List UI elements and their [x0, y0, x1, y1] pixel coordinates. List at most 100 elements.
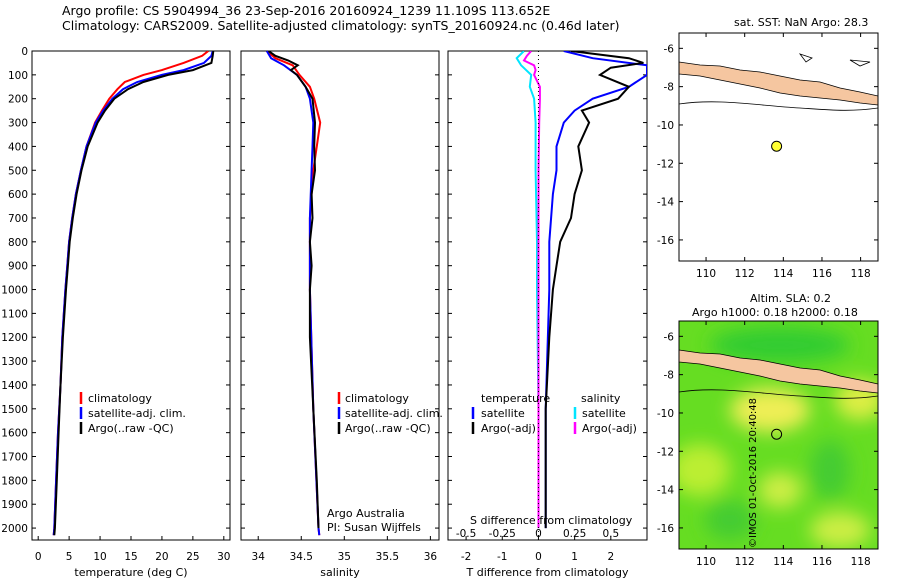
map-x-tick-label: 118 — [851, 556, 871, 568]
map-y-tick-label: -10 — [657, 408, 674, 420]
series-line — [265, 51, 321, 536]
y-tick-label: 900 — [8, 261, 28, 273]
x-tick-top-label: -0.5 — [456, 528, 477, 540]
map-x-tick-label: 116 — [812, 268, 832, 280]
x-axis-label: salinity — [320, 566, 360, 579]
series-line — [52, 51, 214, 536]
x-tick-label: -2 — [461, 551, 471, 563]
x-axis-label: temperature (deg C) — [74, 566, 187, 579]
legend-climatology: climatology — [88, 392, 152, 405]
legend-temperature-title: temperature — [481, 392, 550, 405]
y-tick-label: 100 — [8, 70, 28, 82]
series-line — [544, 51, 644, 529]
map-y-tick-label: -12 — [657, 446, 674, 458]
x-tick-label: 20 — [155, 551, 168, 563]
x-tick-label: 34 — [252, 551, 266, 563]
y-tick-label: 1600 — [1, 428, 28, 440]
y-tick-label: 1200 — [1, 332, 28, 344]
y-tick-label: 1000 — [1, 285, 28, 297]
x-tick-top-label: 0.5 — [602, 528, 619, 540]
x-tick-label: 35.5 — [376, 551, 399, 563]
map-x-tick-label: 112 — [735, 268, 755, 280]
sla-map-land — [679, 349, 878, 399]
sst-map-axes — [678, 32, 879, 262]
map-y-tick-label: -8 — [664, 370, 674, 382]
legend-climatology: climatology — [345, 392, 409, 405]
argo-float-marker — [771, 428, 783, 440]
y-tick-label: 600 — [8, 189, 28, 201]
map-x-tick-label: 114 — [773, 268, 793, 280]
map-x-tick-label: 110 — [696, 556, 716, 568]
difference-axes — [447, 50, 648, 541]
y-tick-label: 1400 — [1, 380, 28, 392]
x-tick-label: 35 — [338, 551, 351, 563]
x-tick-top-label: 0.25 — [563, 528, 586, 540]
y-tick-label: 700 — [8, 213, 28, 225]
x-tick-label: -1 — [497, 551, 507, 563]
x-tick-label: 5 — [66, 551, 73, 563]
sst-map-title: sat. SST: NaN Argo: 28.3 — [734, 16, 868, 29]
map-y-tick-label: -6 — [664, 331, 675, 343]
y-tick-label: 1800 — [1, 475, 28, 487]
x-tick-label: 2 — [607, 551, 614, 563]
series-line — [266, 51, 322, 536]
y-tick-label: 1100 — [1, 308, 28, 320]
legend-satellite-adj: satellite-adj. clim. — [345, 407, 443, 420]
x-tick-label: 10 — [93, 551, 106, 563]
sla-title-2: Argo h1000: 0.18 h2000: 0.18 — [692, 306, 858, 319]
title-line-2: Climatology: CARS2009. Satellite-adjuste… — [62, 18, 620, 33]
x-tick-label: 34.5 — [290, 551, 313, 563]
x-tick-label: 1 — [571, 551, 578, 563]
x-axis-label: T difference from climatology — [466, 566, 629, 579]
map-x-tick-label: 118 — [851, 268, 871, 280]
series-group — [515, 51, 647, 529]
legend-argo: Argo(..raw -QC) — [345, 422, 431, 435]
legend-t-satellite: satellite — [481, 407, 525, 420]
legend-salinity-title: salinity — [581, 392, 621, 405]
legend-argo: Argo(..raw -QC) — [88, 422, 174, 435]
series-line — [515, 51, 540, 529]
map-y-tick-label: -6 — [664, 43, 675, 55]
x-tick-label: 0 — [535, 551, 542, 563]
map-y-tick-label: -12 — [657, 158, 674, 170]
title-line-1: Argo profile: CS 5904994_36 23-Sep-2016 … — [62, 3, 551, 18]
temperature-axes — [31, 50, 231, 541]
y-tick-label: 0 — [21, 46, 28, 58]
s-difference-label: S difference from climatology — [470, 514, 633, 527]
series-line — [267, 51, 320, 529]
y-tick-label: 2000 — [1, 523, 28, 535]
map-y-tick-label: -10 — [657, 120, 674, 132]
sla-title-1: Altim. SLA: 0.2 — [750, 292, 831, 305]
x-tick-label: 0 — [35, 551, 42, 563]
imos-credit: ©IMOS 01-Oct-2016 20:40:48 — [747, 397, 759, 548]
y-tick-label: 1500 — [1, 404, 28, 416]
series-line — [522, 51, 541, 529]
map-x-tick-label: 114 — [773, 556, 793, 568]
sla-heatmap — [679, 321, 878, 549]
y-tick-label: 400 — [8, 141, 28, 153]
legend-t-argo: Argo(-adj) — [481, 422, 536, 435]
map-x-tick-label: 112 — [735, 556, 755, 568]
sst-map-land — [679, 53, 878, 111]
series-line — [52, 51, 209, 536]
argo-float-marker — [771, 140, 783, 152]
series-group — [265, 51, 322, 536]
temperature-legend: climatology satellite-adj. clim. Argo(..… — [79, 392, 186, 435]
map-x-tick-label: 110 — [696, 268, 716, 280]
y-tick-label: 800 — [8, 237, 28, 249]
pi-label: PI: Susan Wijffels — [327, 521, 421, 534]
x-tick-label: 36 — [424, 551, 438, 563]
y-tick-label: 300 — [8, 118, 28, 130]
sla-map-axes — [678, 320, 879, 550]
argo-australia-label: Argo Australia — [327, 507, 405, 520]
map-y-tick-label: -16 — [657, 235, 674, 247]
x-tick-label: 25 — [186, 551, 199, 563]
y-tick-label: 1700 — [1, 452, 28, 464]
map-y-tick-label: -14 — [657, 485, 674, 497]
x-tick-label: 30 — [217, 551, 230, 563]
series-group — [52, 51, 215, 536]
x-tick-top-label: 0 — [535, 528, 542, 540]
y-tick-label: 1900 — [1, 499, 28, 511]
salinity-legend: climatology satellite-adj. clim. Argo(..… — [327, 392, 443, 534]
